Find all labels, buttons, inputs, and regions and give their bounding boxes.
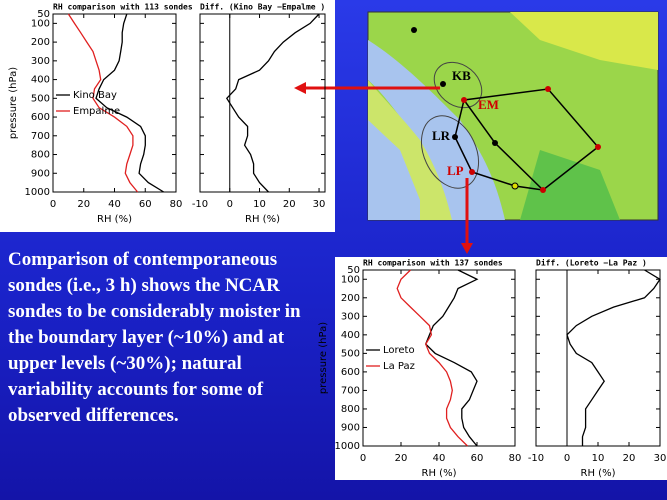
series-line: [566, 269, 661, 446]
station: [540, 187, 546, 193]
x-tick-label: 20: [77, 199, 90, 210]
series-line: [424, 269, 479, 447]
map-label: LP: [447, 163, 464, 178]
y-tick-label: 500: [341, 348, 360, 359]
y-tick-label: 1000: [335, 441, 360, 452]
station: [545, 86, 551, 92]
station: [511, 182, 519, 190]
legend-label: La Paz: [383, 361, 415, 372]
panel: [0, 0, 335, 232]
arrow-head: [294, 82, 306, 94]
x-tick-label: 10: [592, 453, 605, 464]
series-line: [396, 269, 468, 447]
y-tick-label: 100: [341, 274, 360, 285]
y-tick-label: 600: [341, 367, 360, 378]
map-land: [520, 150, 620, 220]
x-tick-label: -10: [528, 453, 544, 464]
series-line: [95, 13, 165, 193]
x-tick-label: 0: [227, 199, 233, 210]
legend-label: Loreto: [383, 345, 415, 356]
series-line: [67, 13, 139, 193]
x-tick-label: 20: [283, 199, 296, 210]
y-tick-label: 50: [37, 9, 50, 20]
y-tick-label: 600: [31, 112, 50, 123]
x-tick-label: 30: [313, 199, 326, 210]
x-tick-label: 0: [360, 453, 366, 464]
x-tick-label: 0: [564, 453, 570, 464]
arrow-head: [461, 243, 473, 254]
caption: Comparison of contemporaneous sondes (i.…: [8, 249, 301, 426]
x-tick-label: 40: [433, 453, 446, 464]
y-tick-label: 800: [31, 150, 50, 161]
x-axis-label: RH (%): [581, 468, 616, 479]
station: [492, 140, 498, 146]
y-tick-label: 300: [341, 311, 360, 322]
region-outline: [433, 61, 483, 109]
y-tick-label: 300: [31, 56, 50, 67]
x-tick-label: 80: [509, 453, 522, 464]
y-tick-label: 400: [31, 75, 50, 86]
map-sea: [368, 120, 420, 220]
map: KB EM LR LP: [367, 11, 659, 221]
y-tick-label: 50: [347, 265, 360, 276]
map-sea: [368, 40, 505, 220]
x-tick-label: 10: [253, 199, 266, 210]
x-axis-label: RH (%): [245, 214, 280, 225]
y-tick-label: 700: [31, 131, 50, 142]
chart-title: Diff. (Loreto −La Paz ): [536, 258, 647, 268]
y-tick-label: 500: [31, 93, 50, 104]
y-tick-label: 900: [341, 422, 360, 433]
station: [411, 27, 417, 33]
legend-label: Empalme: [73, 106, 120, 117]
station: [452, 134, 458, 140]
x-axis-label: RH (%): [97, 214, 132, 225]
chart-title: RH comparison with 113 sondes: [53, 2, 193, 12]
map-label: EM: [478, 97, 499, 112]
y-tick-label: 200: [341, 293, 360, 304]
map-label: KB: [452, 68, 471, 83]
x-tick-label: 20: [395, 453, 408, 464]
legend-label: Kino Bay: [73, 90, 117, 101]
map-label: LR: [432, 128, 451, 143]
x-tick-label: 30: [654, 453, 667, 464]
x-tick-label: 60: [471, 453, 484, 464]
series-line: [225, 13, 320, 193]
x-tick-label: 80: [170, 199, 183, 210]
station: [440, 81, 446, 87]
x-tick-label: -10: [192, 199, 208, 210]
station: [595, 144, 601, 150]
station: [469, 169, 475, 175]
y-tick-label: 800: [341, 404, 360, 415]
x-tick-label: 60: [139, 199, 152, 210]
arrows: [294, 82, 473, 254]
map-land: [368, 12, 658, 70]
y-tick-label: 400: [341, 330, 360, 341]
y-tick-label: 200: [31, 37, 50, 48]
chart-title: RH comparison with 137 sondes: [363, 258, 503, 268]
panel: [335, 257, 667, 480]
x-tick-label: 40: [108, 199, 121, 210]
y-axis-label: pressure (hPa): [318, 322, 329, 394]
y-tick-label: 1000: [25, 187, 50, 198]
x-tick-label: 0: [50, 199, 56, 210]
route: [463, 88, 600, 191]
x-tick-label: 20: [623, 453, 636, 464]
y-tick-label: 100: [31, 18, 50, 29]
x-axis-label: RH (%): [422, 468, 457, 479]
y-tick-label: 700: [341, 385, 360, 396]
plot-frame: [199, 13, 326, 193]
y-tick-label: 900: [31, 168, 50, 179]
chart-title: Diff. (Kino Bay −Empalme ): [200, 2, 325, 12]
y-axis-label: pressure (hPa): [8, 67, 19, 139]
station: [461, 97, 467, 103]
